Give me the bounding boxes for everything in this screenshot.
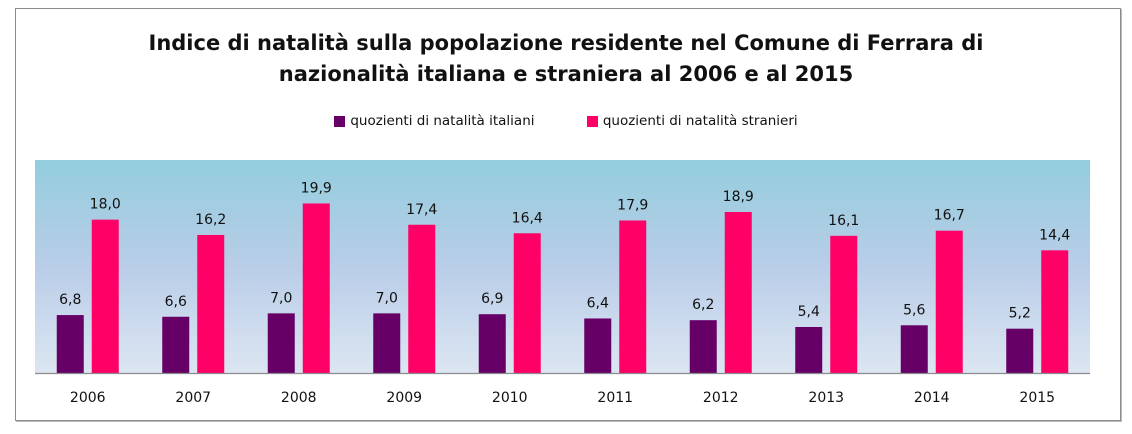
data-label-italiani-2010: 6,9 xyxy=(481,291,503,307)
data-label-stranieri-2013: 16,1 xyxy=(828,213,859,229)
x-tick-label-2010: 2010 xyxy=(492,390,528,406)
chart-title-line-2: nazionalità italiana e straniera al 2006… xyxy=(278,62,854,86)
data-label-stranieri-2011: 17,9 xyxy=(617,197,648,213)
data-label-stranieri-2008: 19,9 xyxy=(301,180,332,196)
x-tick-label-2008: 2008 xyxy=(281,390,317,406)
bar-stranieri-2015 xyxy=(1041,250,1069,373)
legend-label-stranieri: quozienti di natalità stranieri xyxy=(602,113,798,129)
x-tick-label-2015: 2015 xyxy=(1019,390,1055,406)
data-label-italiani-2013: 5,4 xyxy=(798,304,820,320)
data-label-stranieri-2010: 16,4 xyxy=(512,210,543,226)
bar-italiani-2007 xyxy=(162,316,190,373)
x-tick-label-2011: 2011 xyxy=(597,390,633,406)
bar-stranieri-2011 xyxy=(619,220,647,373)
bar-italiani-2011 xyxy=(584,318,612,373)
data-label-italiani-2008: 7,0 xyxy=(270,290,292,306)
chart-title-line-1: Indice di natalità sulla popolazione res… xyxy=(148,31,984,55)
x-tick-label-2006: 2006 xyxy=(70,390,106,406)
legend: quozienti di natalità italiani quozienti… xyxy=(0,113,1132,131)
data-label-stranieri-2014: 16,7 xyxy=(934,208,965,224)
bar-stranieri-2010 xyxy=(513,233,541,373)
legend-label-italiani: quozienti di natalità italiani xyxy=(350,113,535,129)
x-tick-label-2007: 2007 xyxy=(175,390,211,406)
bar-italiani-2014 xyxy=(900,325,928,373)
legend-swatch-stranieri xyxy=(586,115,598,127)
x-tick-label-2012: 2012 xyxy=(703,390,739,406)
legend-swatch-italiani xyxy=(334,115,346,127)
bar-italiani-2015 xyxy=(1006,328,1034,373)
data-label-stranieri-2006: 18,0 xyxy=(90,197,121,213)
bar-stranieri-2009 xyxy=(408,224,436,373)
data-label-italiani-2014: 5,6 xyxy=(903,302,925,318)
legend-item-italiani: quozienti di natalità italiani xyxy=(334,113,535,129)
bar-italiani-2006 xyxy=(56,315,84,373)
data-label-italiani-2006: 6,8 xyxy=(59,292,81,308)
bar-stranieri-2006 xyxy=(91,219,119,373)
chart-title: Indice di natalità sulla popolazione res… xyxy=(0,28,1132,90)
data-label-stranieri-2009: 17,4 xyxy=(406,202,437,218)
data-label-stranieri-2015: 14,4 xyxy=(1039,227,1070,243)
x-tick-label-2014: 2014 xyxy=(914,390,950,406)
x-tick-label-2009: 2009 xyxy=(386,390,422,406)
legend-item-stranieri: quozienti di natalità stranieri xyxy=(586,113,798,129)
bar-stranieri-2008 xyxy=(302,203,330,373)
data-label-italiani-2007: 6,6 xyxy=(165,294,187,310)
data-label-stranieri-2012: 18,9 xyxy=(723,189,754,205)
bar-stranieri-2012 xyxy=(724,211,752,373)
bar-italiani-2008 xyxy=(267,313,295,373)
data-label-italiani-2015: 5,2 xyxy=(1009,306,1031,322)
bar-stranieri-2013 xyxy=(830,235,858,373)
bar-italiani-2012 xyxy=(689,320,717,373)
data-label-italiani-2009: 7,0 xyxy=(376,290,398,306)
bar-italiani-2013 xyxy=(795,326,823,373)
bar-stranieri-2014 xyxy=(935,230,963,373)
x-tick-label-2013: 2013 xyxy=(808,390,844,406)
bar-italiani-2009 xyxy=(373,313,401,373)
data-label-italiani-2011: 6,4 xyxy=(587,295,609,311)
data-label-italiani-2012: 6,2 xyxy=(692,297,714,313)
bar-italiani-2010 xyxy=(478,314,506,373)
bar-stranieri-2007 xyxy=(197,234,225,373)
data-label-stranieri-2007: 16,2 xyxy=(195,212,226,228)
plot-area xyxy=(35,160,1090,373)
